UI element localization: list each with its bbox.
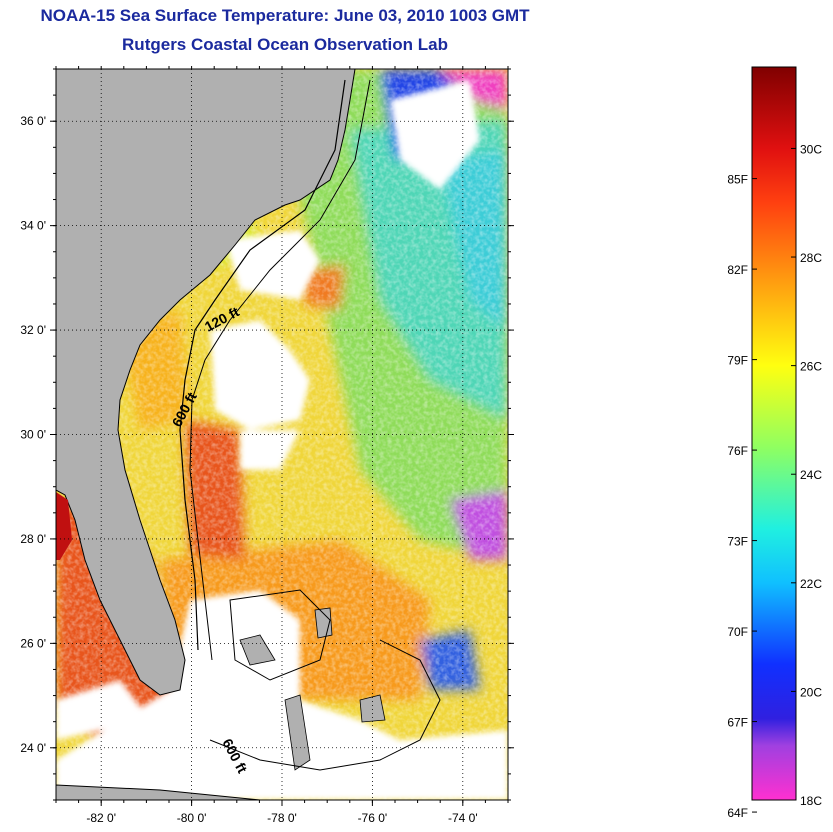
- lat-tick-label: 28 0': [20, 532, 46, 546]
- colorbar-label-f: 73F: [727, 535, 748, 549]
- contour-bahamas: [209, 639, 441, 771]
- lon-tick-label: -82 0': [86, 811, 116, 825]
- colorbar-label-c: 18C: [800, 794, 822, 808]
- bahamas-island: [284, 694, 311, 771]
- bahamas-island: [239, 634, 276, 666]
- lat-tick-label: 32 0': [20, 323, 46, 337]
- cuba-land: [56, 784, 261, 800]
- lon-tick-label: -74 0': [448, 811, 478, 825]
- lat-tick-label: 36 0': [20, 114, 46, 128]
- mainland-land: [56, 69, 356, 696]
- colorbar-label-c: 22C: [800, 577, 822, 591]
- colorbar-label-f: 64F: [727, 806, 748, 820]
- axis-labels: -82 0' -80 0' -78 0' -76 0' -74 0' 24 0' 26 0'…: [20, 114, 477, 825]
- lon-tick-label: -80 0': [177, 811, 207, 825]
- map-title: NOAA-15 Sea Surface Temperature: June 03…: [40, 6, 530, 25]
- colorbar-label-f: 82F: [727, 263, 748, 277]
- map-subtitle: Rutgers Coastal Ocean Observation Lab: [122, 35, 448, 54]
- contour-600ft: [189, 79, 371, 661]
- bahamas-island: [359, 694, 386, 723]
- lat-tick-label: 24 0': [20, 741, 46, 755]
- lon-tick-label: -76 0': [358, 811, 388, 825]
- colorbar-label-c: 20C: [800, 685, 822, 699]
- lat-tick-label: 34 0': [20, 219, 46, 233]
- colorbar-label-c: 24C: [800, 468, 822, 482]
- colorbar-label-f: 85F: [727, 173, 748, 187]
- contour-120ft: [179, 79, 346, 651]
- colorbar-label-c: 28C: [800, 251, 822, 265]
- colorbar-label-f: 79F: [727, 354, 748, 368]
- graticule: [56, 69, 508, 800]
- colorbar-label-c: 26C: [800, 360, 822, 374]
- colorbar-label-f: 67F: [727, 716, 748, 730]
- sst-field: 120 ft 600 ft 600 ft: [56, 69, 508, 800]
- colorbar-labels: 30C 28C 26C 24C 22C 20C 18C 85F 82F 79F 76F 73F 70F 6…: [727, 142, 822, 820]
- axis-ticks: [50, 66, 514, 806]
- colorbar-scale: [751, 66, 797, 801]
- contour-bahamas-bank: [229, 589, 331, 681]
- lat-tick-label: 30 0': [20, 428, 46, 442]
- lon-tick-label: -78 0': [267, 811, 297, 825]
- colorbar-label-c: 30C: [800, 142, 822, 156]
- colorbar-label-f: 76F: [727, 444, 748, 458]
- lat-tick-label: 26 0': [20, 636, 46, 650]
- coastal-red-strip: [56, 492, 72, 560]
- colorbar-label-f: 70F: [727, 625, 748, 639]
